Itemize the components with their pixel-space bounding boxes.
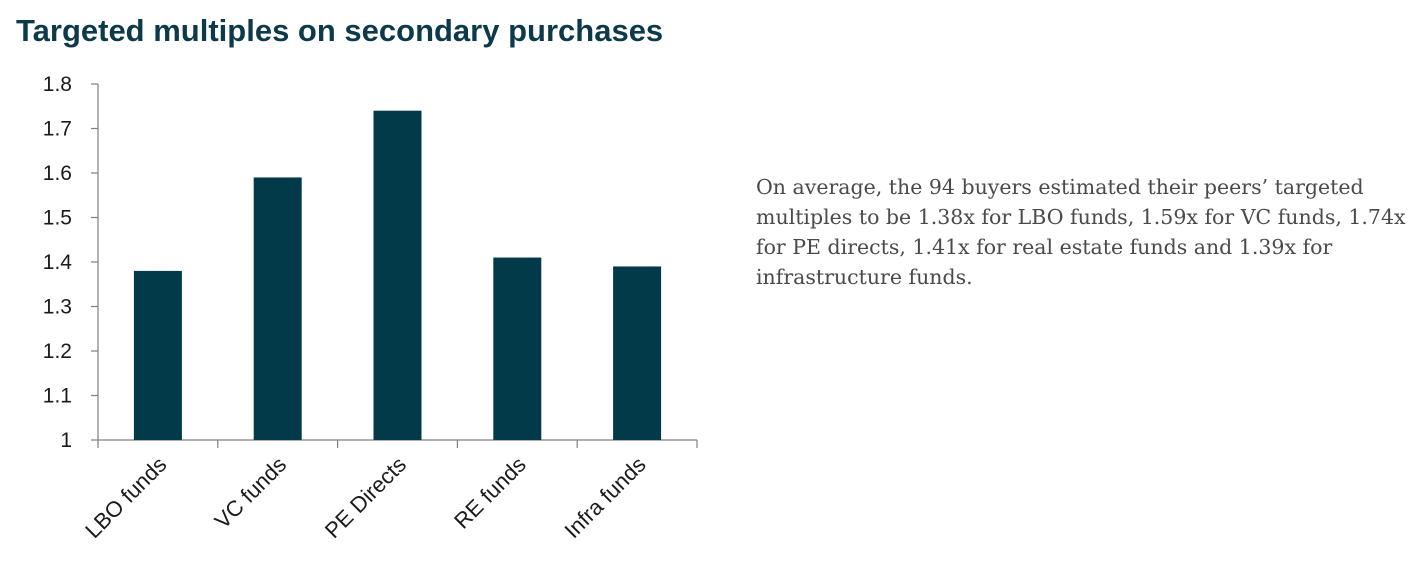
x-category-label: PE Directs (320, 452, 411, 543)
bar-pe-directs (373, 110, 422, 440)
bar-infra-funds (613, 266, 662, 440)
y-tick-label: 1 (60, 429, 72, 452)
x-category-label: VC funds (210, 452, 292, 534)
y-tick-label: 1.8 (43, 73, 72, 96)
y-tick-label: 1.2 (43, 340, 72, 363)
x-category-label: Infra funds (559, 452, 650, 543)
y-axis: 1 1.1 1.2 1.3 1.4 1.5 1.6 1.7 1.8 (43, 73, 99, 452)
bar-re-funds (493, 257, 542, 440)
bar-vc-funds (253, 177, 302, 440)
bar-lbo-funds (133, 270, 182, 440)
chart-title: Targeted multiples on secondary purchase… (16, 13, 664, 48)
y-tick-label: 1.6 (43, 162, 72, 185)
y-tick-label: 1.1 (43, 385, 72, 408)
commentary-text: On average, the 94 buyers estimated thei… (756, 175, 1406, 289)
category-labels: LBO funds VC funds PE Directs RE funds Infra… (80, 452, 650, 543)
bars (133, 110, 662, 440)
y-tick-label: 1.3 (43, 296, 72, 319)
bar-chart: 1 1.1 1.2 1.3 1.4 1.5 1.6 1.7 1.8 LBO funds VC fu… (43, 73, 698, 543)
x-category-label: LBO funds (80, 452, 171, 543)
y-tick-label: 1.5 (43, 207, 72, 230)
y-tick-label: 1.4 (43, 251, 73, 274)
x-category-label: RE funds (449, 452, 531, 534)
y-tick-label: 1.7 (43, 118, 72, 141)
x-axis (97, 439, 698, 448)
